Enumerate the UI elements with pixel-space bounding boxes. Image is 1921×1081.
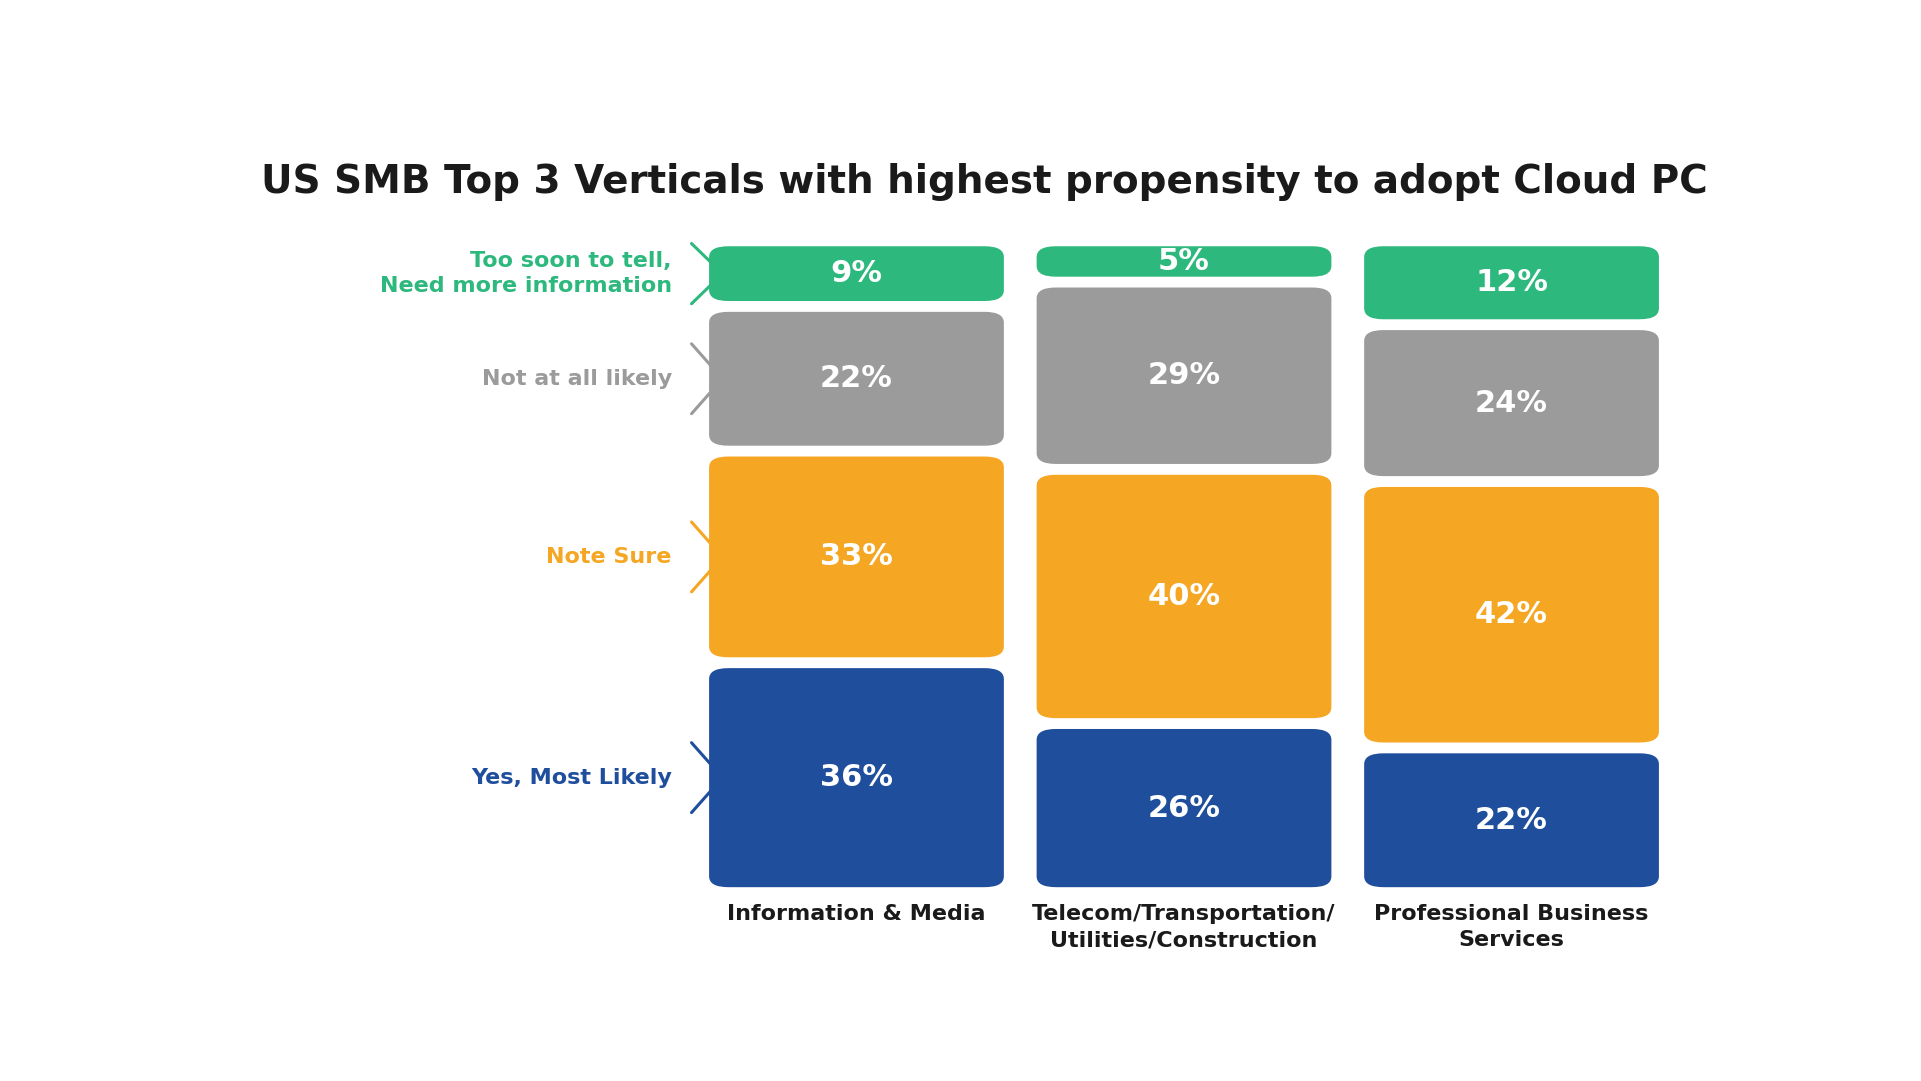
- FancyBboxPatch shape: [709, 311, 1005, 445]
- FancyBboxPatch shape: [709, 668, 1005, 888]
- Text: 12%: 12%: [1475, 268, 1548, 297]
- Text: Too soon to tell,
Need more information: Too soon to tell, Need more information: [380, 251, 672, 296]
- FancyBboxPatch shape: [1037, 246, 1331, 277]
- Text: 29%: 29%: [1147, 361, 1220, 390]
- FancyBboxPatch shape: [1364, 246, 1660, 319]
- Text: 42%: 42%: [1475, 600, 1548, 629]
- Text: Professional Business
Services: Professional Business Services: [1374, 904, 1648, 950]
- Text: Note Sure: Note Sure: [546, 547, 672, 566]
- Text: 40%: 40%: [1147, 582, 1220, 611]
- Text: 22%: 22%: [820, 364, 893, 393]
- FancyBboxPatch shape: [1037, 475, 1331, 718]
- FancyBboxPatch shape: [1037, 729, 1331, 888]
- FancyBboxPatch shape: [1364, 486, 1660, 743]
- Text: Not at all likely: Not at all likely: [482, 369, 672, 389]
- FancyBboxPatch shape: [709, 456, 1005, 657]
- Text: 22%: 22%: [1475, 805, 1548, 835]
- Text: Telecom/Transportation/
Utilities/Construction: Telecom/Transportation/ Utilities/Constr…: [1032, 904, 1335, 950]
- Text: 24%: 24%: [1475, 388, 1548, 417]
- Text: Yes, Most Likely: Yes, Most Likely: [471, 768, 672, 788]
- Text: 9%: 9%: [830, 259, 882, 289]
- Text: 5%: 5%: [1158, 246, 1210, 276]
- FancyBboxPatch shape: [1364, 753, 1660, 888]
- Text: 26%: 26%: [1147, 793, 1220, 823]
- Text: US SMB Top 3 Verticals with highest propensity to adopt Cloud PC: US SMB Top 3 Verticals with highest prop…: [261, 163, 1708, 201]
- Text: Information & Media: Information & Media: [728, 904, 985, 924]
- FancyBboxPatch shape: [1037, 288, 1331, 464]
- FancyBboxPatch shape: [709, 246, 1005, 301]
- Text: 33%: 33%: [820, 543, 893, 572]
- Text: 36%: 36%: [820, 763, 893, 792]
- FancyBboxPatch shape: [1364, 330, 1660, 476]
